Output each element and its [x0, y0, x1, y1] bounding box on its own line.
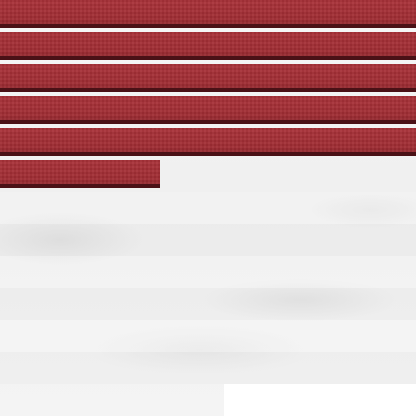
- bar-4: [0, 96, 416, 124]
- marble-row: [0, 288, 416, 320]
- marble-row: [0, 320, 416, 352]
- marble-row: [0, 192, 416, 224]
- bar-1: [0, 0, 416, 28]
- white-tile: [224, 384, 416, 416]
- bar-6: [0, 160, 160, 188]
- bar-3: [0, 64, 416, 92]
- bar-2: [0, 32, 416, 60]
- marble-row: [0, 224, 416, 256]
- marble-row: [0, 256, 416, 288]
- bar-5: [0, 128, 416, 156]
- marble-row: [0, 352, 416, 384]
